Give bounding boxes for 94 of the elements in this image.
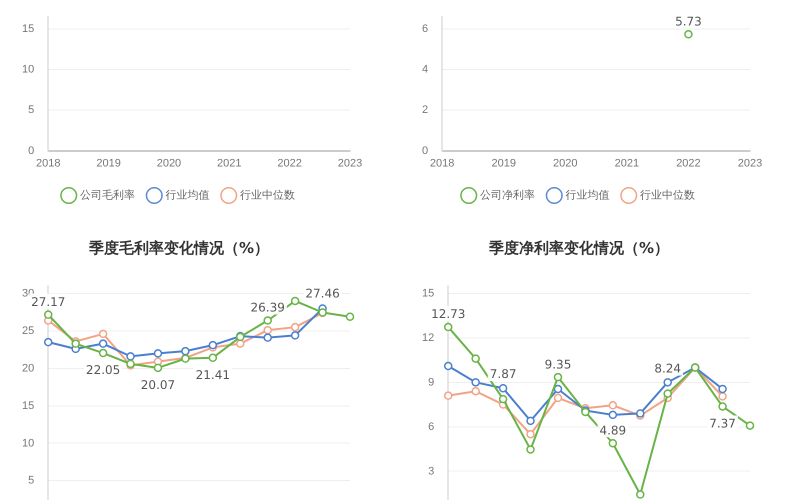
data-label: 22.05 (86, 363, 120, 378)
y-tick-label: 25 (22, 324, 34, 337)
point (444, 322, 452, 332)
point (181, 346, 190, 356)
x-tick-label: 2021 (614, 157, 640, 170)
point (608, 410, 618, 420)
data-label: 20.07 (140, 378, 176, 392)
x-tick-label: 2023 (738, 157, 762, 170)
data-label: 26.39 (250, 300, 285, 315)
point (663, 389, 672, 398)
data-label: 27.46 (305, 286, 340, 301)
point (44, 338, 52, 346)
legend-label: 行业均值 (165, 188, 210, 202)
point (554, 372, 562, 382)
data-label: 7.37 (709, 416, 736, 431)
point (498, 394, 508, 404)
y-tick-label: 4 (422, 64, 428, 76)
y-tick-label: 15 (422, 287, 434, 300)
point (554, 394, 562, 402)
data-label: 5.73 (675, 14, 702, 28)
y-tick-label: 5 (28, 104, 34, 116)
point (290, 322, 300, 332)
point (154, 364, 162, 372)
point (208, 340, 218, 350)
y-tick-label: 5 (28, 474, 34, 487)
data-label: 7.87 (490, 367, 516, 382)
y-tick-label: 2 (422, 104, 428, 116)
x-tick-label: 2022 (676, 157, 701, 170)
point (718, 402, 727, 411)
point (636, 490, 645, 499)
chart-title: 季度毛利率变化情况（%） (88, 238, 270, 257)
point (208, 354, 218, 362)
point (498, 384, 508, 393)
x-tick-label: 2020 (156, 157, 182, 170)
data-label: 12.73 (431, 307, 466, 322)
x-tick-label: 2020 (553, 157, 578, 170)
data-label: 8.24 (654, 362, 682, 376)
x-tick-label: 2018 (36, 157, 60, 170)
point (290, 331, 300, 340)
point (663, 378, 672, 387)
point (263, 333, 272, 342)
point (98, 330, 108, 338)
y-tick-label: 15 (22, 400, 34, 412)
y-tick-label: 6 (428, 420, 434, 433)
point (98, 348, 108, 358)
point (444, 391, 452, 400)
point (98, 339, 108, 348)
y-tick-label: 9 (428, 376, 434, 388)
data-label: 4.89 (599, 423, 626, 438)
data-label: 27.17 (31, 294, 66, 309)
point (471, 386, 480, 396)
x-tick-label: 2018 (430, 157, 454, 170)
point (471, 378, 480, 387)
point (718, 392, 727, 401)
point (154, 349, 162, 358)
point (290, 296, 300, 306)
point (608, 438, 618, 448)
point (444, 362, 452, 370)
chart-title: 季度净利率变化情况（%） (488, 238, 670, 257)
y-tick-label: 10 (22, 64, 34, 76)
x-tick-label: 2021 (217, 157, 242, 170)
legend-label: 行业中位数 (240, 188, 295, 202)
point (263, 326, 272, 334)
point (608, 401, 618, 410)
legend-label: 行业中位数 (640, 188, 695, 202)
point (44, 310, 52, 319)
y-tick-label: 0 (422, 144, 428, 157)
y-tick-label: 15 (22, 22, 34, 35)
data-label: 9.35 (544, 357, 572, 372)
y-tick-label: 10 (22, 437, 34, 450)
legend-label: 公司毛利率 (80, 188, 135, 202)
point (526, 445, 535, 454)
point (526, 416, 535, 426)
y-tick-label: 6 (422, 22, 428, 35)
point (236, 339, 245, 348)
point (263, 316, 272, 325)
point (346, 312, 354, 321)
x-tick-label: 2019 (96, 157, 121, 170)
x-tick-label: 2023 (338, 157, 362, 170)
y-tick-label: 20 (22, 362, 34, 374)
point (746, 421, 754, 430)
point (554, 384, 562, 394)
y-tick-label: 3 (428, 465, 434, 478)
x-tick-label: 2022 (277, 157, 302, 170)
point (126, 352, 135, 361)
x-tick-label: 2019 (491, 157, 516, 170)
point (718, 384, 727, 394)
legend-label: 行业均值 (565, 188, 610, 202)
point (471, 354, 480, 363)
legend-label: 公司净利率 (480, 188, 535, 202)
point (526, 430, 535, 438)
y-tick-label: 0 (28, 144, 34, 157)
data-label: 21.41 (196, 368, 230, 382)
y-tick-label: 12 (422, 332, 434, 344)
